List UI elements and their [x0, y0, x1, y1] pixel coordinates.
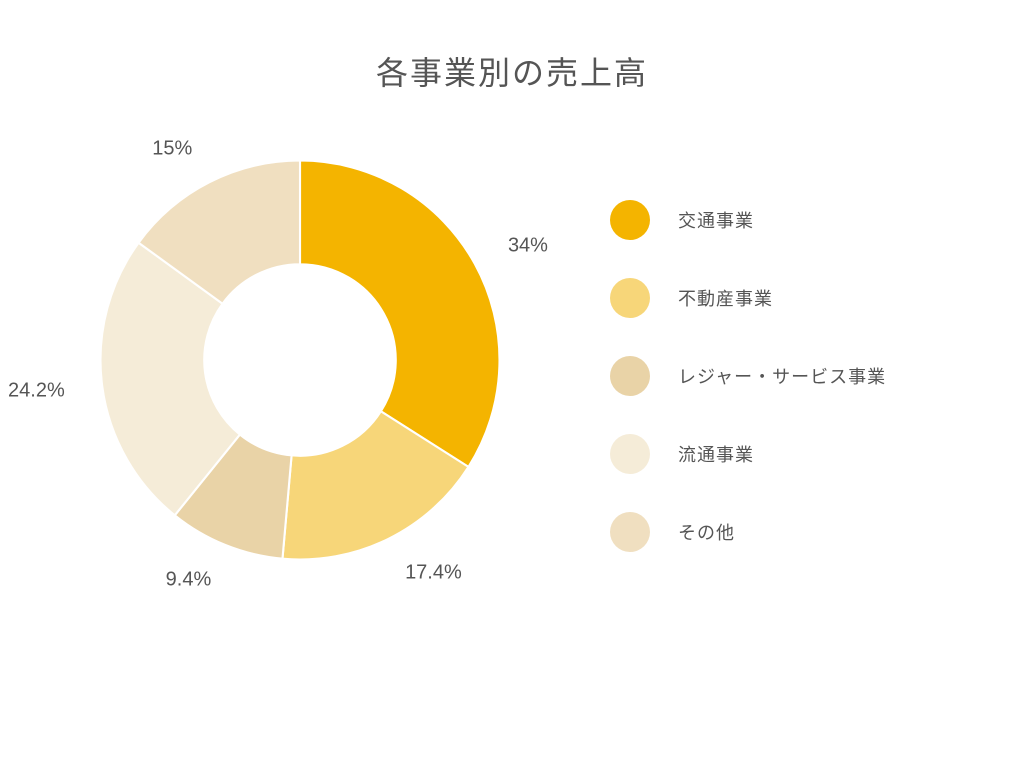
legend-label: 交通事業: [678, 207, 754, 233]
legend-label: その他: [678, 519, 735, 545]
slice-label: 24.2%: [8, 380, 65, 403]
slice-label: 17.4%: [405, 561, 462, 584]
slice-label: 34%: [508, 234, 548, 257]
legend-swatch: [610, 356, 650, 396]
legend-item: その他: [610, 512, 886, 552]
legend-item: レジャー・サービス事業: [610, 356, 886, 396]
legend-swatch: [610, 278, 650, 318]
chart-title: 各事業別の売上高: [0, 0, 1024, 94]
legend-swatch: [610, 200, 650, 240]
slice-label: 9.4%: [166, 569, 212, 592]
legend-swatch: [610, 512, 650, 552]
legend: 交通事業不動産事業レジャー・サービス事業流通事業その他: [610, 200, 886, 590]
legend-item: 不動産事業: [610, 278, 886, 318]
legend-label: 流通事業: [678, 441, 754, 467]
legend-swatch: [610, 434, 650, 474]
donut-chart: 34%17.4%9.4%24.2%15%: [90, 150, 510, 570]
legend-item: 流通事業: [610, 434, 886, 474]
donut-svg: [90, 150, 510, 570]
legend-label: 不動産事業: [678, 285, 773, 311]
slice-label: 15%: [152, 137, 192, 160]
legend-item: 交通事業: [610, 200, 886, 240]
donut-slice: [300, 161, 500, 467]
legend-label: レジャー・サービス事業: [678, 363, 886, 389]
